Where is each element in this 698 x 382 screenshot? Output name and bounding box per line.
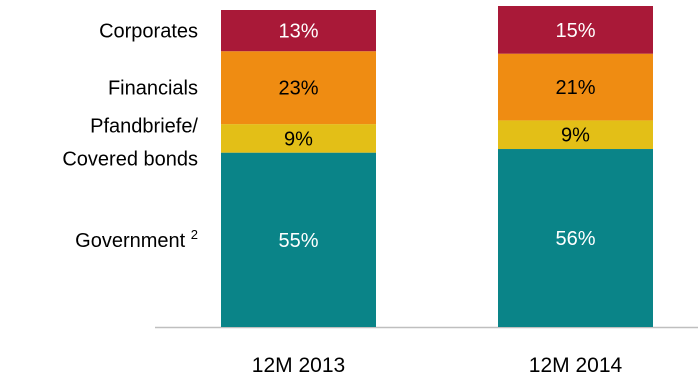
data-label-covered-bonds-1: 9% [284, 128, 313, 150]
data-label-corporates-2: 15% [555, 20, 595, 42]
category-label-2: 12M 2014 [529, 354, 623, 377]
data-label-government-2: 56% [555, 228, 595, 250]
data-label-financials-2: 21% [555, 77, 595, 99]
bar-segment-financials-2 [498, 53, 653, 121]
bar-segment-corporates-1 [221, 10, 376, 52]
legend-label-government: Government 2 [75, 227, 198, 252]
legend-label-covered-bonds-line-2: Covered bonds [62, 148, 198, 170]
legend-label-covered-bonds-line-1: Pfandbriefe/ [90, 115, 198, 137]
bar-segment-financials-1 [221, 51, 376, 125]
bar-segment-corporates-2 [498, 6, 653, 54]
category-label-1: 12M 2013 [252, 354, 345, 377]
data-label-covered-bonds-2: 9% [561, 125, 590, 147]
bar-segment-government-1 [221, 152, 376, 327]
data-label-government-1: 55% [278, 230, 318, 252]
legend-label-corporates: Corporates [99, 21, 198, 43]
legend-label-financials: Financials [108, 78, 198, 100]
bar-segment-covered-bonds-1 [221, 124, 376, 153]
data-label-financials-1: 23% [278, 78, 318, 100]
data-label-corporates-1: 13% [278, 21, 318, 43]
bar-segment-covered-bonds-2 [498, 120, 653, 150]
bar-segment-government-2 [498, 149, 653, 327]
